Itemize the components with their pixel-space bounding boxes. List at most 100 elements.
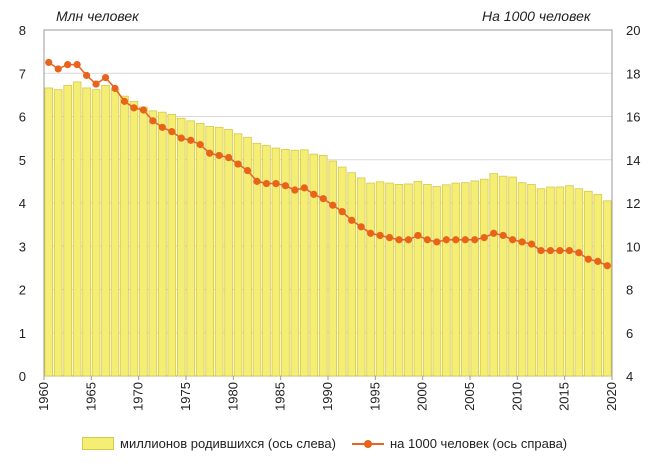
bar-1976 bbox=[186, 120, 196, 377]
bar-2004 bbox=[451, 182, 461, 377]
right-tick-label-10: 10 bbox=[626, 239, 640, 254]
rate-point-1996 bbox=[376, 231, 384, 240]
rate-point-1985 bbox=[272, 179, 280, 188]
rate-point-2001 bbox=[423, 236, 431, 244]
rate-point-1971 bbox=[139, 106, 147, 114]
legend-label-rate: на 1000 человек (ось справа) bbox=[390, 436, 568, 451]
rate-point-1999 bbox=[404, 236, 413, 244]
rate-point-2002 bbox=[433, 238, 441, 246]
left-tick-label-4: 4 bbox=[19, 196, 26, 211]
right-tick-label-14: 14 bbox=[626, 153, 640, 168]
bar-1992 bbox=[337, 166, 347, 377]
bar-1997 bbox=[385, 182, 394, 377]
bar-1973 bbox=[158, 111, 167, 377]
x-tick-label-1985: 1985 bbox=[273, 382, 288, 411]
bar-2020 bbox=[602, 200, 612, 377]
bar-1989 bbox=[309, 153, 319, 377]
bar-1975 bbox=[176, 117, 186, 377]
rate-point-1986 bbox=[281, 182, 289, 190]
bar-1972 bbox=[148, 110, 158, 377]
rate-point-2006 bbox=[471, 236, 479, 244]
bar-1979 bbox=[214, 126, 224, 377]
rate-point-1993 bbox=[348, 216, 356, 224]
left-axis-unit-label: Млн человек bbox=[56, 8, 139, 24]
left-tick-label-2: 2 bbox=[19, 283, 26, 298]
bar-2009 bbox=[498, 175, 508, 377]
rate-point-1989 bbox=[310, 190, 318, 198]
left-tick-label-0: 0 bbox=[19, 369, 26, 384]
rate-point-1967 bbox=[101, 73, 110, 82]
right-tick-label-16: 16 bbox=[626, 110, 640, 125]
bar-1981 bbox=[233, 133, 243, 377]
rate-point-1965 bbox=[83, 71, 91, 80]
rate-point-2019 bbox=[594, 257, 602, 265]
rate-point-1970 bbox=[130, 104, 138, 112]
bar-1963 bbox=[63, 84, 72, 377]
rate-point-2015 bbox=[556, 246, 564, 255]
bar-1996 bbox=[375, 181, 385, 377]
rate-point-2016 bbox=[565, 246, 574, 255]
bar-1964 bbox=[72, 81, 82, 377]
rate-point-1988 bbox=[300, 184, 308, 192]
rate-point-1998 bbox=[395, 236, 403, 244]
chart-legend: миллионов родившихся (ось слева) на 1000… bbox=[72, 436, 632, 458]
right-tick-label-18: 18 bbox=[626, 66, 640, 81]
rate-point-1972 bbox=[149, 117, 157, 125]
bar-1965 bbox=[82, 87, 91, 377]
left-tick-label-1: 1 bbox=[19, 326, 26, 341]
bar-2010 bbox=[508, 176, 517, 377]
bar-1995 bbox=[366, 182, 375, 377]
x-tick-label-2000: 2000 bbox=[415, 382, 430, 411]
bar-1967 bbox=[101, 84, 110, 377]
bar-2003 bbox=[442, 184, 451, 377]
bar-2000 bbox=[413, 180, 423, 377]
bar-1990 bbox=[318, 155, 328, 377]
x-tick-label-1970: 1970 bbox=[131, 382, 146, 411]
bar-1999 bbox=[404, 183, 413, 377]
rate-point-2017 bbox=[575, 249, 583, 257]
bar-2014 bbox=[546, 186, 555, 377]
rate-point-1969 bbox=[120, 97, 129, 105]
rate-point-1978 bbox=[206, 149, 214, 157]
rate-point-1982 bbox=[243, 166, 252, 175]
bar-1962 bbox=[53, 89, 63, 377]
bar-2016 bbox=[565, 185, 574, 377]
bar-1982 bbox=[243, 136, 252, 377]
bar-1991 bbox=[328, 160, 338, 377]
bar-2018 bbox=[584, 190, 593, 377]
rate-point-1966 bbox=[92, 80, 100, 88]
left-tick-label-6: 6 bbox=[19, 110, 26, 125]
legend-line-swatch-icon bbox=[352, 438, 384, 450]
rate-point-1980 bbox=[225, 153, 233, 162]
rate-point-1977 bbox=[196, 141, 204, 149]
rate-point-2005 bbox=[461, 236, 469, 244]
bar-1985 bbox=[271, 147, 281, 377]
rate-point-1975 bbox=[177, 134, 185, 142]
left-tick-label-3: 3 bbox=[19, 239, 26, 254]
bar-2001 bbox=[423, 184, 432, 377]
right-tick-label-12: 12 bbox=[626, 196, 640, 211]
rate-point-1983 bbox=[253, 177, 261, 185]
bar-1998 bbox=[394, 184, 404, 377]
rate-point-2007 bbox=[480, 234, 488, 242]
right-tick-label-6: 6 bbox=[626, 326, 633, 341]
left-tick-label-7: 7 bbox=[19, 66, 26, 81]
bar-2015 bbox=[555, 186, 565, 377]
legend-bar-swatch-icon bbox=[82, 437, 114, 450]
x-tick-label-2005: 2005 bbox=[462, 382, 477, 411]
bar-2013 bbox=[536, 188, 546, 377]
bar-1970 bbox=[129, 100, 139, 377]
bar-1987 bbox=[290, 149, 300, 377]
rate-point-1991 bbox=[329, 201, 337, 209]
bar-1986 bbox=[281, 148, 290, 377]
rate-point-1979 bbox=[215, 151, 223, 160]
x-tick-label-1965: 1965 bbox=[83, 382, 98, 411]
rate-point-2011 bbox=[518, 238, 526, 246]
right-tick-label-20: 20 bbox=[626, 23, 640, 38]
bar-2006 bbox=[470, 180, 480, 377]
bar-2011 bbox=[517, 182, 527, 377]
bar-2008 bbox=[489, 173, 498, 377]
x-tick-label-1990: 1990 bbox=[320, 382, 335, 411]
bar-1994 bbox=[356, 177, 366, 377]
